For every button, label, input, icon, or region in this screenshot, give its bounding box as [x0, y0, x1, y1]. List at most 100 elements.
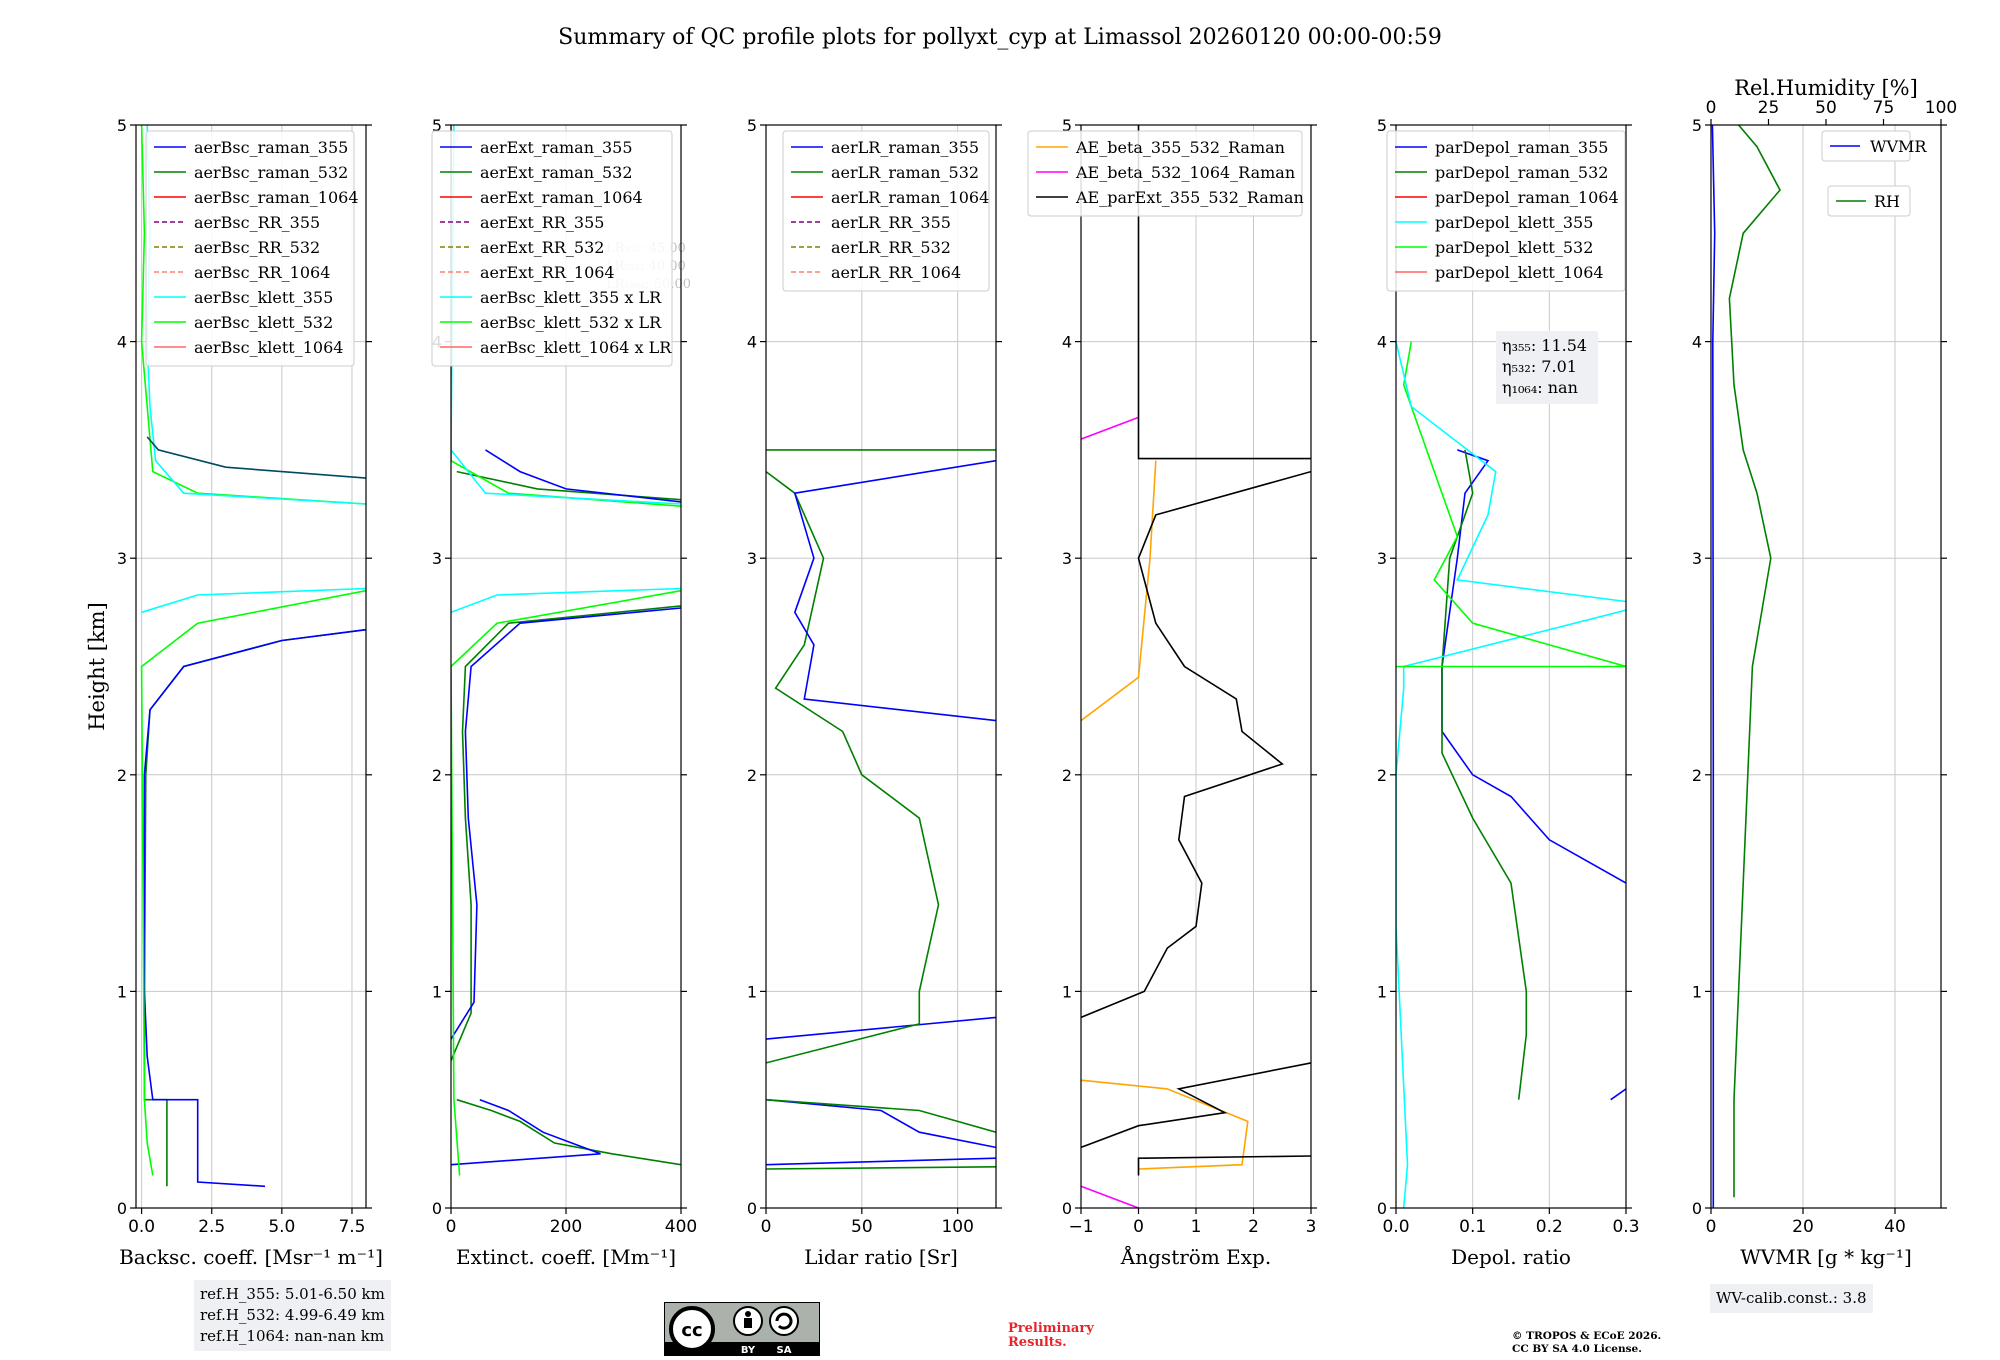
legend-label: RH	[1874, 192, 1900, 211]
eta-box	[1496, 331, 1598, 404]
y-tick-label: 1	[747, 982, 757, 1001]
series-pardepol-raman-355-low	[1610, 1088, 1626, 1101]
legend-label: aerLR_raman_532	[831, 163, 979, 182]
series-pardepol-klett-355-upper	[1396, 341, 1626, 603]
eta-value: η₁₀₆₄: nan	[1502, 378, 1578, 397]
series-aerbsc-klett-532	[140, 589, 366, 1176]
y-tick-label: 5	[1692, 116, 1702, 135]
series-aerbsc-raman-upper	[146, 436, 366, 479]
legend-label: aerBsc_klett_1064 x LR	[480, 338, 672, 357]
legend-box	[431, 130, 673, 367]
series-aerext-upper-355	[485, 449, 681, 503]
y-tick-label: 2	[747, 766, 757, 785]
figure-title: Summary of QC profile plots for pollyxt_…	[558, 25, 1442, 50]
x-tick-label: 5.0	[268, 1217, 295, 1237]
series-ae-beta-532-1064-raman	[1081, 1185, 1139, 1208]
series-aerbsc-klett-355-x-lr	[451, 587, 681, 614]
series-ae-beta-532-1064-raman-upper	[1081, 416, 1139, 440]
cc-icon	[669, 1306, 715, 1352]
series-wvmr	[1711, 125, 1716, 1208]
x-axis-label: Extinct. coeff. [Mm⁻¹]	[456, 1245, 676, 1269]
sa-icon	[769, 1306, 799, 1336]
panel-2: 0123450200400Extinct. coeff. [Mm⁻¹]aerEx…	[431, 116, 697, 1269]
y-tick-label: 1	[1377, 982, 1387, 1001]
x-tick-label: −1	[1068, 1217, 1093, 1237]
legend-label: aerLR_RR_355	[831, 213, 951, 232]
legend-box	[1827, 185, 1911, 217]
legend-label: aerBsc_klett_355 x LR	[480, 288, 662, 307]
series-pardepol-raman-532	[1441, 449, 1528, 1100]
wv-calib-const: WV-calib.const.: 3.8	[1716, 1289, 1867, 1307]
series-ae-beta-355-532-raman-upper	[1081, 460, 1157, 722]
y-tick-label: 5	[1062, 116, 1072, 135]
legend-label: aerLR_raman_1064	[831, 188, 989, 207]
x-axis-label: Ångström Exp.	[1120, 1244, 1271, 1269]
legend-label: aerExt_raman_532	[480, 163, 633, 182]
legend-label: aerLR_RR_1064	[831, 263, 961, 282]
y-tick-label: 3	[1692, 549, 1702, 568]
y-tick-label: 5	[432, 116, 442, 135]
reference-height-box: ref.H_355: 5.01-6.50 km ref.H_532: 4.99-…	[194, 1280, 391, 1351]
top-x-axis-label: Rel.Humidity [%]	[1734, 76, 1918, 100]
y-tick-label: 3	[117, 549, 127, 568]
axes-frame	[135, 124, 367, 1209]
legend-label: aerExt_raman_355	[480, 138, 633, 157]
eta-value: η₃₅₅: 11.54	[1502, 336, 1587, 355]
x-axis-label: WVMR [g * kg⁻¹]	[1740, 1245, 1912, 1269]
legend-label: aerBsc_RR_355	[194, 213, 320, 232]
series-ae-parext-355-532-raman-top	[1137, 125, 1311, 460]
x-tick-label: 400	[665, 1217, 697, 1237]
series-rh	[1728, 125, 1781, 1198]
x-axis-label: Backsc. coeff. [Msr⁻¹ m⁻¹]	[119, 1245, 383, 1269]
legend-label: aerBsc_klett_355	[194, 288, 333, 307]
x-tick-label: 7.5	[338, 1217, 365, 1237]
y-tick-label: 4	[747, 333, 757, 352]
legend-box	[1821, 130, 1911, 162]
y-tick-label: 3	[747, 549, 757, 568]
y-tick-label: 4	[1692, 333, 1702, 352]
series-aerbsc-klett-532-upper	[140, 125, 366, 505]
x-tick-label: 3	[1306, 1217, 1317, 1237]
legend-label: parDepol_raman_532	[1435, 163, 1608, 182]
top-x-tick-label: 100	[1925, 98, 1957, 118]
eta-value: η₅₃₂: 7.01	[1502, 357, 1577, 376]
axes-frame	[1395, 124, 1627, 1209]
legend-label: aerBsc_klett_532	[194, 313, 333, 332]
preliminary-line-1: Preliminary	[1008, 1321, 1094, 1336]
y-axis-label: Height [km]	[85, 602, 109, 731]
preliminary-line-2: Results.	[1008, 1335, 1067, 1350]
ref-h-532: ref.H_532: 4.99-6.49 km	[200, 1306, 385, 1324]
legend-label: aerExt_RR_1064	[480, 263, 615, 282]
x-tick-label: 0.0	[1382, 1217, 1409, 1237]
series-ae-beta-355-532-raman	[1081, 1079, 1249, 1170]
y-tick-label: 5	[117, 116, 127, 135]
y-tick-label: 0	[117, 1199, 127, 1218]
legend-label: aerExt_raman_1064	[480, 188, 643, 207]
series-aerext-upper-532	[456, 470, 681, 501]
x-tick-label: 0	[761, 1217, 772, 1237]
y-tick-label: 3	[1377, 549, 1387, 568]
x-tick-label: 100	[941, 1217, 973, 1237]
y-tick-label: 4	[1062, 333, 1072, 352]
top-x-tick-label: 0	[1706, 98, 1717, 118]
series-aerlr-raman-532-low	[766, 1098, 996, 1133]
x-tick-label: 0.3	[1612, 1217, 1639, 1237]
wv-calibration-box: WV-calib.const.: 3.8	[1710, 1284, 1873, 1313]
y-tick-label: 5	[1377, 116, 1387, 135]
legend-label: aerBsc_raman_355	[194, 138, 348, 157]
y-tick-label: 4	[117, 333, 127, 352]
y-tick-label: 0	[1062, 1199, 1072, 1218]
legend-label: parDepol_klett_355	[1435, 213, 1593, 232]
legend-label: aerLR_RR_532	[831, 238, 951, 257]
y-tick-label: 2	[432, 766, 442, 785]
y-tick-label: 0	[1377, 1199, 1387, 1218]
y-tick-label: 2	[117, 766, 127, 785]
series-aerext-raman-355-mid	[451, 607, 681, 1040]
x-tick-label: 50	[851, 1217, 873, 1237]
ref-h-355: ref.H_355: 5.01-6.50 km	[200, 1285, 385, 1303]
panel-5: 0 1 2 3 4 5 0.0 0.1 0.2 0.3 Depol. ratio η₃₅₅: 11.5…	[1377, 116, 1640, 1269]
series-aerbsc-raman-532	[143, 628, 366, 1187]
series-aerbsc-raman-355	[143, 628, 366, 1188]
